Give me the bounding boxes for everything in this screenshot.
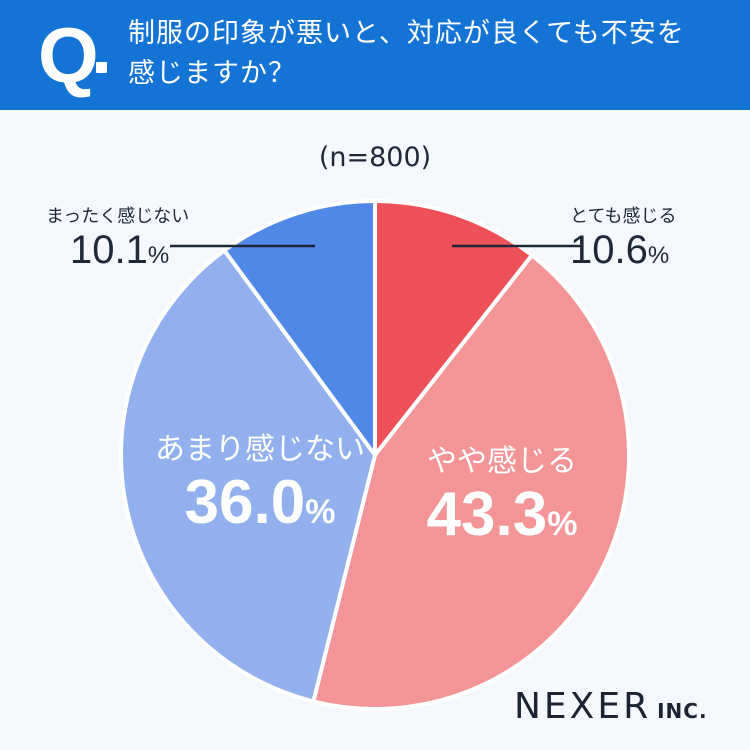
slice-percent-1: 43.3% (402, 480, 602, 559)
question-mark: Q (38, 11, 99, 99)
slice-name-2: あまり感じない (155, 432, 365, 467)
question-header: Q 制服の印象が悪いと、対応が良くても不安を 感じますか？ (0, 0, 750, 110)
pie-slice-2 (119, 248, 377, 704)
logo-sub: INC. (657, 699, 708, 723)
slice-unit-0: % (647, 242, 670, 269)
slice-value-1: 43.3 (426, 480, 548, 549)
slice-unit-1: % (547, 505, 578, 543)
slice-label-3: まったく感じない 10.1% (46, 202, 189, 278)
question-mark-dot (96, 62, 107, 73)
slice-label-1: やや感じる 43.3% (402, 436, 602, 559)
slice-value-0: 10.6 (570, 228, 648, 272)
slice-name-3: まったく感じない (46, 206, 190, 227)
slice-label-0: とても感じる 10.6% (570, 202, 677, 278)
company-logo: NEXER INC. (514, 686, 708, 727)
slice-percent-3: 10.1% (70, 228, 189, 278)
pie-slice-0 (373, 199, 534, 457)
question-text: 制服の印象が悪いと、対応が良くても不安を 感じますか？ (128, 14, 728, 94)
slice-unit-2: % (305, 493, 336, 531)
slice-unit-3: % (147, 242, 170, 269)
question-line-1: 制服の印象が悪いと、対応が良くても不安を (128, 18, 685, 49)
pie-slice-1 (311, 253, 631, 711)
logo-main: NEXER (514, 686, 652, 727)
slice-name-0: とても感じる (570, 206, 677, 227)
question-line-2: 感じますか？ (128, 58, 296, 89)
pie-slice-3 (222, 199, 377, 457)
slice-value-2: 36.0 (184, 468, 306, 537)
slice-value-3: 10.1 (70, 228, 148, 272)
slice-label-2: あまり感じない 36.0% (140, 424, 380, 547)
sample-size: (n=800) (318, 142, 432, 173)
slice-name-1: やや感じる (427, 444, 577, 479)
slice-percent-2: 36.0% (140, 468, 380, 547)
pie-slices (119, 199, 631, 711)
slice-percent-0: 10.6% (570, 228, 677, 278)
